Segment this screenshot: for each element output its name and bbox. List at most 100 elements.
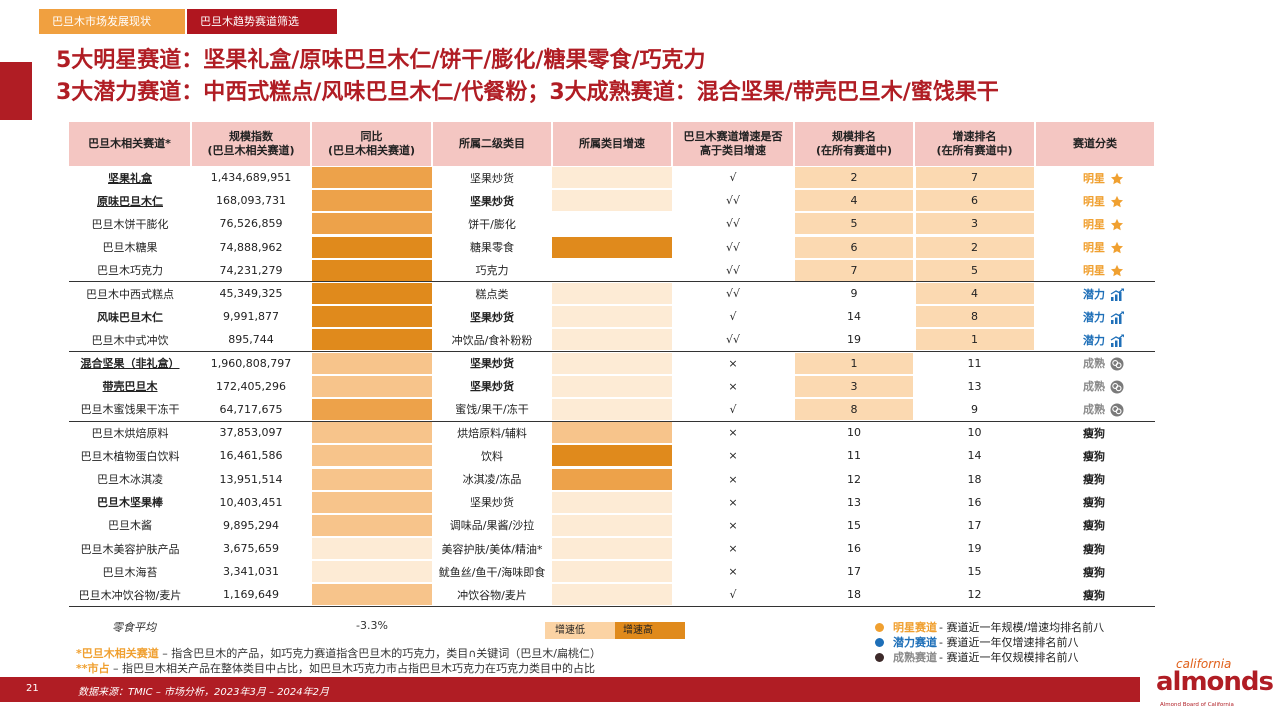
subcategory-cell: 坚果炒货: [432, 350, 552, 375]
table-row: 巴旦木美容护肤产品 3,675,659 美容护肤/美体/精油* × 16 19 瘦狗: [69, 537, 1155, 560]
yoy-cell: [311, 328, 432, 351]
subcategory-cell: 糕点类: [432, 281, 552, 306]
category-growth-cell: [552, 375, 672, 398]
track-name-cell: 巴旦木中式冲饮: [91, 333, 169, 347]
size-rank-cell: 1: [794, 350, 914, 375]
table-header-row: 巴旦木相关赛道* 规模指数 (巴旦木相关赛道) 同比 (巴旦木相关赛道) 所属二级类…: [69, 122, 1156, 166]
higher-than-category-cell: ×: [728, 379, 738, 393]
table-row: 巴旦木烘焙原料 37,853,097 烘焙原料/辅料 × 10 10 瘦狗: [69, 420, 1155, 445]
track-table: 巴旦木相关赛道* 规模指数 (巴旦木相关赛道) 同比 (巴旦木相关赛道) 所属二级类…: [69, 122, 1156, 608]
table-row: 混合坚果（非礼盒） 1,960,808,797 坚果炒货 × 1 11 成熟: [69, 350, 1155, 375]
legend-dot: [875, 623, 884, 632]
size-rank-cell: 8: [794, 398, 914, 421]
yoy-cell: [311, 444, 432, 467]
classification-cell: 瘦狗: [1083, 473, 1105, 487]
yoy-cell: [311, 166, 432, 189]
growth-rank-cell: 1: [914, 328, 1035, 351]
yoy-cell: [311, 420, 432, 445]
legend-potential-track: 潜力赛道 - 赛道近一年仅增速排名前八: [875, 635, 1104, 650]
yoy-cell: [311, 236, 432, 259]
higher-than-category-cell: ×: [728, 472, 738, 486]
page-title-line-1: 5大明星赛道：坚果礼盒/原味巴旦木仁/饼干/膨化/糖果零食/巧克力: [56, 48, 706, 73]
table-row: 巴旦木海苔 3,341,031 鱿鱼丝/鱼干/海味即食 × 17 15 瘦狗: [69, 560, 1155, 583]
category-growth-cell: [552, 467, 672, 490]
category-growth-heat-block: [552, 375, 672, 397]
track-name-cell: 巴旦木植物蛋白饮料: [80, 449, 180, 463]
category-growth-heat-block: [552, 213, 672, 234]
yoy-heat-block: [311, 190, 432, 212]
track-name-cell: 巴旦木坚果棒: [97, 496, 163, 510]
size-index-cell: 3,341,031: [223, 565, 279, 579]
size-rank-cell: 18: [794, 583, 914, 608]
table-row: 巴旦木植物蛋白饮料 16,461,586 饮料 × 11 14 瘦狗: [69, 444, 1155, 467]
tab-trend-track-selection[interactable]: 巴旦木趋势赛道筛选: [187, 9, 337, 34]
classification-cell: 潜力: [1035, 281, 1155, 306]
higher-than-category-cell: √√: [725, 333, 741, 347]
size-index-cell: 74,888,962: [219, 240, 283, 254]
classification-cell: 潜力: [1035, 328, 1155, 351]
table-row: 风味巴旦木仁 9,991,877 坚果炒货 √ 14 8 潜力: [69, 305, 1155, 328]
yoy-heat-block: [311, 514, 432, 536]
category-growth-heat-block: [552, 584, 672, 606]
classification-cell: 瘦狗: [1083, 496, 1105, 510]
size-rank-cell: 5: [794, 212, 914, 235]
size-rank-cell: 3: [794, 375, 914, 398]
tab-market-status[interactable]: 巴旦木市场发展现状: [39, 9, 185, 34]
size-index-cell: 1,169,649: [191, 583, 311, 608]
classification-cell: 潜力: [1035, 305, 1155, 328]
classification-cell: 明星: [1035, 236, 1155, 259]
size-index-cell: 3,675,659: [223, 542, 279, 556]
category-growth-heat-block: [552, 352, 672, 374]
yoy-cell: [311, 514, 432, 537]
yoy-cell: [311, 259, 432, 282]
growth-rank-cell: 7: [914, 166, 1035, 189]
size-index-cell: 64,717,675: [219, 402, 283, 416]
yoy-heat-block: [311, 259, 432, 281]
track-name-cell: 巴旦木酱: [108, 519, 152, 533]
subcategory-cell: 坚果炒货: [470, 310, 514, 324]
growth-rank-cell: 5: [914, 259, 1035, 282]
category-growth-heat-block: [552, 468, 672, 490]
size-rank-cell: 12: [847, 472, 861, 486]
yoy-heat-block: [311, 491, 432, 513]
growth-rank-cell: 9: [971, 402, 978, 416]
classification-cell: 瘦狗: [1083, 565, 1105, 579]
footnote-related-track: *巴旦木相关赛道 – 指含巴旦木的产品，如巧克力赛道指含巴旦木的巧克力，类目∩关…: [76, 647, 602, 660]
category-growth-cell: [552, 189, 672, 212]
legend-star-track: 明星赛道 - 赛道近一年规模/增速均排名前八: [875, 620, 1104, 635]
category-growth-cell: [552, 281, 672, 306]
higher-than-category-cell: ×: [728, 565, 738, 579]
table-row: 带壳巴旦木 172,405,296 坚果炒货 × 3 13 成熟: [69, 375, 1155, 398]
star-icon: [1110, 264, 1124, 277]
yoy-cell: [311, 398, 432, 421]
yoy-heat-block: [311, 538, 432, 560]
category-growth-heat-block: [552, 514, 672, 536]
table-row: 巴旦木巧克力 74,231,279 巧克力 √√ 7 5 明星: [69, 259, 1155, 282]
classification-cell: 成熟: [1035, 375, 1155, 398]
yoy-cell: [311, 212, 432, 235]
yoy-heat-block: [311, 236, 432, 258]
track-name-cell: 巴旦木冰淇凌: [97, 473, 163, 487]
subcategory-cell: 坚果炒货: [470, 380, 514, 394]
table-row: 巴旦木冲饮谷物/麦片 1,169,649 冲饮谷物/麦片 √ 18 12 瘦狗: [69, 583, 1155, 608]
yoy-heat-block: [311, 329, 432, 351]
category-growth-heat-block: [552, 283, 672, 305]
table-row: 巴旦木酱 9,895,294 调味品/果酱/沙拉 × 15 17 瘦狗: [69, 514, 1155, 537]
classification-cell: 成熟: [1035, 350, 1155, 375]
category-growth-cell: [552, 491, 672, 514]
subcategory-cell: 美容护肤/美体/精油*: [441, 542, 543, 556]
category-growth-cell: [552, 328, 672, 351]
yoy-heat-block: [311, 422, 432, 444]
coins-icon: [1110, 380, 1124, 394]
yoy-cell: [311, 375, 432, 398]
size-rank-cell: 15: [847, 518, 861, 532]
legend-growth-high: 增速高: [615, 622, 685, 639]
star-icon: [1110, 195, 1124, 208]
yoy-heat-block: [311, 283, 432, 305]
track-name-cell: 巴旦木海苔: [102, 565, 158, 579]
growth-rank-cell: 12: [914, 583, 1035, 608]
classification-cell: 明星: [1035, 212, 1155, 235]
star-icon: [1110, 172, 1124, 184]
higher-than-category-cell: ×: [728, 542, 738, 556]
yoy-heat-block: [311, 445, 432, 467]
